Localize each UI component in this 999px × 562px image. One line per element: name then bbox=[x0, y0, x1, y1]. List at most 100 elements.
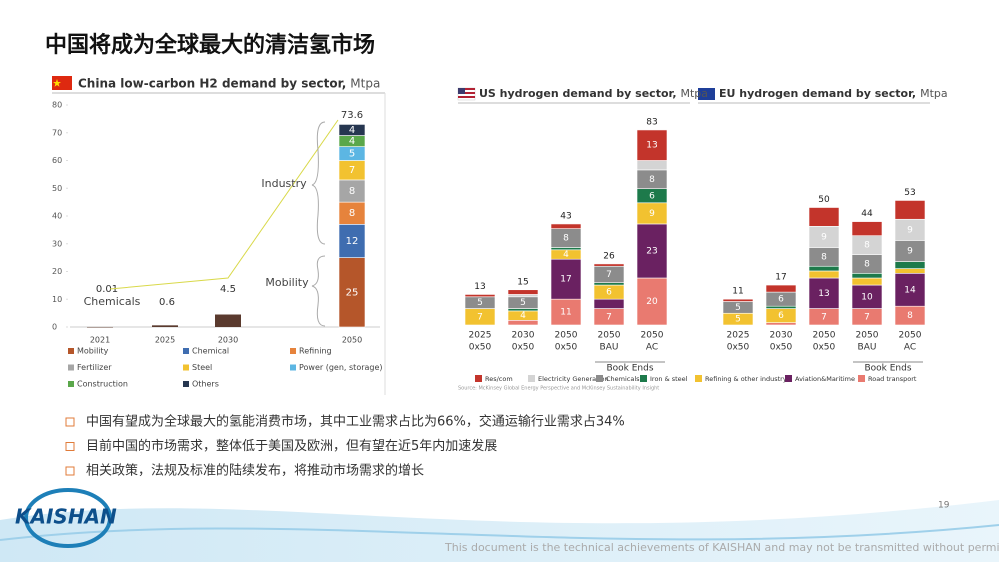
x-tick-label: 2030 bbox=[218, 336, 238, 345]
segment-label: 12 bbox=[346, 236, 359, 247]
segment-label: 5 bbox=[735, 315, 741, 325]
legend-swatch bbox=[183, 348, 189, 354]
brace bbox=[311, 255, 326, 327]
trend-line bbox=[109, 119, 339, 290]
bar-segment bbox=[507, 289, 539, 295]
y-tick-label: 70 bbox=[52, 128, 62, 137]
x-tick-label: 2050 bbox=[342, 336, 362, 345]
chart-unit: Mtpa bbox=[681, 87, 709, 100]
segment-label: 17 bbox=[560, 275, 571, 285]
legend-swatch bbox=[640, 375, 647, 382]
page-number: 19 bbox=[938, 501, 950, 511]
footer-wave-line bbox=[0, 524, 999, 541]
bar-segment bbox=[765, 284, 797, 293]
bar-segment bbox=[851, 221, 883, 237]
bar-segment bbox=[808, 277, 840, 309]
bullet-box bbox=[65, 417, 75, 427]
bar-segment bbox=[636, 129, 668, 161]
segment-label: 7 bbox=[606, 270, 612, 280]
bar-segment bbox=[593, 282, 625, 286]
segment-label: 14 bbox=[904, 285, 916, 295]
total-label: 73.6 bbox=[341, 110, 363, 121]
segment-label: 8 bbox=[907, 311, 913, 321]
bar-segment bbox=[338, 124, 366, 136]
legend-swatch bbox=[596, 375, 603, 382]
legend-swatch bbox=[695, 375, 702, 382]
x-tick-label: 2025 bbox=[155, 336, 175, 345]
segment-label: 23 bbox=[646, 246, 657, 256]
segment-label: 9 bbox=[821, 232, 827, 242]
legend-swatch bbox=[290, 348, 296, 354]
bar-segment bbox=[808, 265, 840, 272]
legend-swatch bbox=[528, 375, 535, 382]
y-tick-label: 60 bbox=[52, 156, 62, 165]
bar-segment bbox=[464, 294, 496, 298]
annotation: Industry bbox=[261, 177, 307, 190]
segment-label: 8 bbox=[563, 234, 569, 244]
bar-segment bbox=[765, 322, 797, 326]
total-label: 13 bbox=[474, 282, 485, 292]
total-label: 15 bbox=[517, 277, 528, 287]
y-tick-label: 10 bbox=[52, 295, 62, 304]
chart-title: US hydrogen demand by sector, bbox=[479, 87, 677, 100]
segment-label: 7 bbox=[606, 312, 612, 322]
legend-label: Fertilizer bbox=[77, 363, 112, 372]
bar-segment bbox=[851, 272, 883, 279]
x-tick-label: 0x50 bbox=[727, 343, 750, 353]
bar-segment bbox=[808, 270, 840, 279]
total-label: 0.01 bbox=[96, 284, 118, 295]
y-tick-label: 80 bbox=[52, 101, 62, 110]
bar-segment bbox=[338, 224, 366, 258]
legend-swatch bbox=[183, 381, 189, 387]
x-tick-label: 2050 bbox=[598, 331, 621, 341]
legend-swatch bbox=[785, 375, 792, 382]
x-tick-label: 0x50 bbox=[813, 343, 836, 353]
bar-segment bbox=[894, 272, 926, 307]
bar-total bbox=[215, 314, 241, 327]
bar-segment bbox=[894, 268, 926, 274]
x-tick-label: 2030 bbox=[770, 331, 793, 341]
legend-swatch bbox=[183, 364, 189, 371]
segment-label: 9 bbox=[907, 225, 913, 235]
bar-segment bbox=[808, 207, 840, 227]
legend-label: Others bbox=[192, 380, 219, 389]
segment-label: 4 bbox=[520, 311, 526, 321]
x-tick-label: 2030 bbox=[512, 331, 535, 341]
legend-label: Chemicals bbox=[606, 375, 640, 383]
legend-swatch bbox=[858, 375, 865, 382]
bullet-box bbox=[65, 442, 75, 451]
china-flag-star bbox=[53, 79, 61, 87]
bullet-text: 中国有望成为全球最大的氢能消费市场，其中工业需求占比为66%，交通运输行业需求占… bbox=[86, 414, 625, 430]
bar-segment bbox=[765, 305, 797, 309]
legend-label: Res/com bbox=[485, 375, 513, 383]
x-tick-label: AC bbox=[904, 343, 916, 353]
segment-label: 4 bbox=[349, 125, 355, 136]
x-tick-label: 2021 bbox=[90, 336, 110, 345]
legend-label: Electricity Generation bbox=[538, 375, 609, 383]
segment-label: 6 bbox=[778, 295, 784, 305]
x-tick-label: BAU bbox=[858, 343, 877, 353]
legend-label: Iron & steel bbox=[650, 375, 688, 383]
logo-text: KAISHAN bbox=[15, 505, 117, 529]
legend-label: Power (gen, storage) bbox=[299, 363, 383, 372]
segment-label: 9 bbox=[907, 246, 913, 256]
bar-segment bbox=[550, 298, 582, 326]
legend-label: Road transport bbox=[868, 375, 917, 383]
segment-label: 5 bbox=[349, 149, 355, 160]
segment-label: 10 bbox=[861, 292, 873, 302]
legend-swatch bbox=[68, 381, 74, 387]
bullet-text: 相关政策，法规及标准的陆续发布，将推动市场需求的增长 bbox=[86, 463, 424, 479]
source-note: Source: McKinsey Global Energy Perspecti… bbox=[458, 386, 659, 392]
y-tick-label: 20 bbox=[52, 267, 62, 276]
segment-label: 13 bbox=[646, 141, 657, 151]
segment-label: 7 bbox=[864, 312, 870, 322]
total-label: 26 bbox=[603, 251, 615, 261]
bullet-text: 目前中国的市场需求，整体低于美国及欧洲，但有望在近5年内加速发展 bbox=[86, 438, 497, 454]
bar-segment bbox=[851, 277, 883, 286]
segment-label: 8 bbox=[349, 208, 355, 219]
eu-flag bbox=[698, 88, 715, 100]
bullet-box bbox=[65, 466, 75, 476]
x-tick-label: 0x50 bbox=[469, 343, 492, 353]
segment-label: 6 bbox=[606, 288, 612, 298]
total-label: 44 bbox=[861, 209, 873, 219]
